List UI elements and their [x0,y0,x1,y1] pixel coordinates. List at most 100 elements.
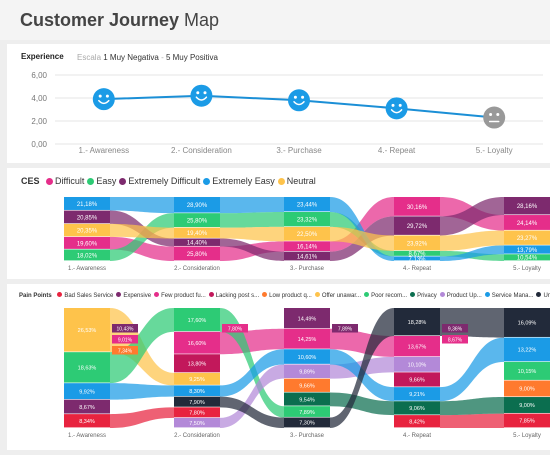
segment-offer-unawar [64,308,110,352]
legend-item-poor-recom[interactable]: Poor recom... [364,292,407,299]
legend-item-neutral[interactable]: Neutral [277,176,316,186]
legend-swatch [46,178,54,185]
legend-item-offer-unawar[interactable]: Offer unawar... [314,292,361,299]
legend-item-expensive[interactable]: Expensive [116,292,152,299]
data-label: 7,34% [118,348,133,354]
legend-swatch [364,292,370,297]
legend-item-low-product-q[interactable]: Low product q... [262,292,312,299]
data-label: 8,67% [448,337,463,343]
face-mouth [195,96,208,101]
x-tick-label: 4.- Repeat [403,433,431,439]
data-label: 10,10% [408,363,427,369]
extra-segment [112,324,138,333]
face-mouth [293,101,305,106]
legend-item-extremely-difficult[interactable]: Extremely Difficult [119,176,200,186]
extra-segment [222,324,248,333]
data-label: 19,40% [187,231,208,237]
segment-easy [284,212,330,227]
legend-label: Easy [96,176,117,186]
legend-item-difficult[interactable]: Difficult [46,176,84,186]
data-label: 24,14% [517,221,538,227]
segment-privacy [504,397,550,413]
data-label: 14,61% [297,254,318,260]
pain-points-legend: Pain Points Bad Sales Service Expensive Fe… [19,292,550,299]
segment-privacy [284,392,330,406]
segment-easy [64,249,110,261]
segment-extremely-easy [174,197,220,213]
segment-expensive [284,308,330,329]
legend-label: Low product q... [269,293,312,299]
legend-item-privacy[interactable]: Privacy [410,292,437,299]
segment-difficult [174,246,220,261]
x-tick-label: 3.- Purchase [290,266,325,272]
segment-service-mana [284,349,330,364]
legend-item-lacking-post-s[interactable]: Lacking post s... [208,292,259,299]
segment-difficult [284,241,330,252]
data-label: 13,22% [518,348,537,354]
data-label: 14,40% [187,241,208,247]
x-tick-label: 2.- Consideration [171,146,232,155]
data-label: 16,09% [518,321,537,327]
face-eye [293,95,297,99]
segment-extremely-difficult [64,210,110,224]
data-label: 9,01% [118,337,133,343]
extra-segment [112,335,138,344]
data-label: 9,21% [409,392,425,398]
data-label: 8,42% [409,419,425,425]
legend-label: Difficult [55,176,85,186]
smile-icon [92,88,115,111]
legend-item-few-product-fu[interactable]: Few product fu... [154,292,206,299]
legend-label: Service Mana... [491,293,534,299]
legend-swatch [116,292,122,297]
experience-title: Experience [21,52,64,61]
segment-product-up [174,417,220,428]
ribbon-bad-sales-service [440,413,504,428]
segment-extremely-difficult [394,216,440,235]
segment-neutral [64,223,110,237]
legend-swatch [410,292,416,297]
data-label: 26,53% [78,328,97,334]
ribbon-extremely-easy [440,245,504,261]
segment-offer-unawar [174,372,220,385]
legend-label: Unmet ex [543,293,550,299]
data-label: 16,60% [188,341,207,347]
segment-bad-sales-service [504,413,550,428]
data-label: 18,28% [408,320,427,326]
legend-label: Expensive [123,293,152,299]
legend-item-unmet-ex[interactable]: Unmet ex [536,292,550,299]
data-label: 13,80% [188,361,207,367]
x-tick-label: 1.- Awareness [79,146,130,155]
legend-item-extremely-easy[interactable]: Extremely Easy [203,176,275,186]
extra-segment [442,324,468,333]
ribbon-neutral [110,223,174,239]
pain-points-panel: Pain Points Bad Sales Service Expensive Fe… [7,284,550,450]
segment-product-up [284,364,330,379]
ribbon-service-mana [110,383,174,400]
segment-extremely-easy [284,197,330,212]
extra-segment [112,346,138,355]
legend-swatch [119,178,127,185]
segment-poor-recom [284,406,330,417]
legend-item-easy[interactable]: Easy [87,176,116,186]
legend-item-product-up[interactable]: Product Up... [439,292,482,299]
legend-item-service-mana[interactable]: Service Mana... [484,292,534,299]
segment-difficult [394,197,440,216]
face-eye [196,91,200,95]
data-label: 14,25% [298,337,317,343]
scale-high: 5 Muy Positiva [165,53,218,62]
segment-easy [504,254,550,261]
legend-swatch [439,292,445,297]
face-circle [92,88,115,111]
face-circle [385,97,408,120]
face-circle [288,89,310,112]
data-label: 10,15% [518,369,537,375]
pain-points-ribbon-chart: 8,34% 7,80% 8,42% 7,85% 8,67% 14,49% 16,60% 14,… [64,308,550,439]
data-label: 7,89% [299,410,315,416]
data-label: 8,30% [189,389,205,395]
legend-item-bad-sales-service[interactable]: Bad Sales Service [57,292,113,299]
extra-segment [442,335,468,344]
legend-label: Neutral [286,176,316,186]
data-label: 8,34% [79,419,95,425]
segment-easy [394,250,440,256]
x-tick-label: 2.- Consideration [174,266,220,272]
